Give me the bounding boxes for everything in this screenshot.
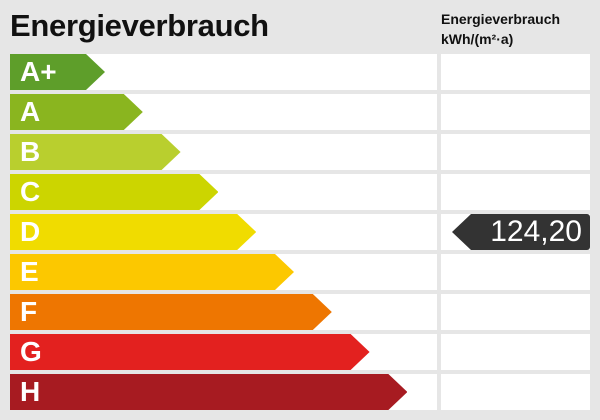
class-label: F (20, 296, 38, 327)
value-cell (441, 174, 590, 210)
value-marker: 124,20 (452, 214, 590, 250)
value-cell (441, 294, 590, 330)
class-arrow: D (10, 214, 256, 250)
class-label: A+ (20, 56, 57, 87)
energy-class-row-g: G (10, 334, 590, 370)
energy-class-row-f: F (10, 294, 590, 330)
value-label: 124,20 (490, 215, 582, 248)
class-label: C (20, 176, 41, 207)
page-title: Energieverbrauch (10, 8, 269, 43)
energy-class-row-d: D 124,20 (10, 214, 590, 250)
class-arrow: B (10, 134, 181, 170)
energy-class-row-e: E (10, 254, 590, 290)
value-cell (441, 254, 590, 290)
column-header-unit: kWh/(m²·a) (441, 31, 514, 47)
class-arrow: C (10, 174, 218, 210)
energy-class-row-a: A (10, 94, 590, 130)
class-arrow: E (10, 254, 294, 290)
class-arrow: G (10, 334, 370, 370)
class-label: D (20, 216, 41, 247)
energy-class-row-c: C (10, 174, 590, 210)
energy-class-row-h: H (10, 374, 590, 410)
class-arrow: F (10, 294, 332, 330)
class-arrow: A+ (10, 54, 105, 90)
class-label: E (20, 256, 39, 287)
class-arrow: H (10, 374, 407, 410)
class-arrow: A (10, 94, 143, 130)
energy-class-row-aplus: A+ (10, 54, 590, 90)
value-cell (441, 54, 590, 90)
value-cell (441, 134, 590, 170)
value-cell (441, 374, 590, 410)
value-cell (441, 94, 590, 130)
class-label: A (20, 96, 41, 127)
energy-class-row-b: B (10, 134, 590, 170)
class-label: H (20, 376, 41, 407)
value-cell (441, 334, 590, 370)
column-header: Energieverbrauch kWh/(m²·a) (441, 9, 560, 49)
class-label: B (20, 136, 41, 167)
column-header-title: Energieverbrauch (441, 11, 561, 27)
class-label: G (20, 336, 42, 367)
